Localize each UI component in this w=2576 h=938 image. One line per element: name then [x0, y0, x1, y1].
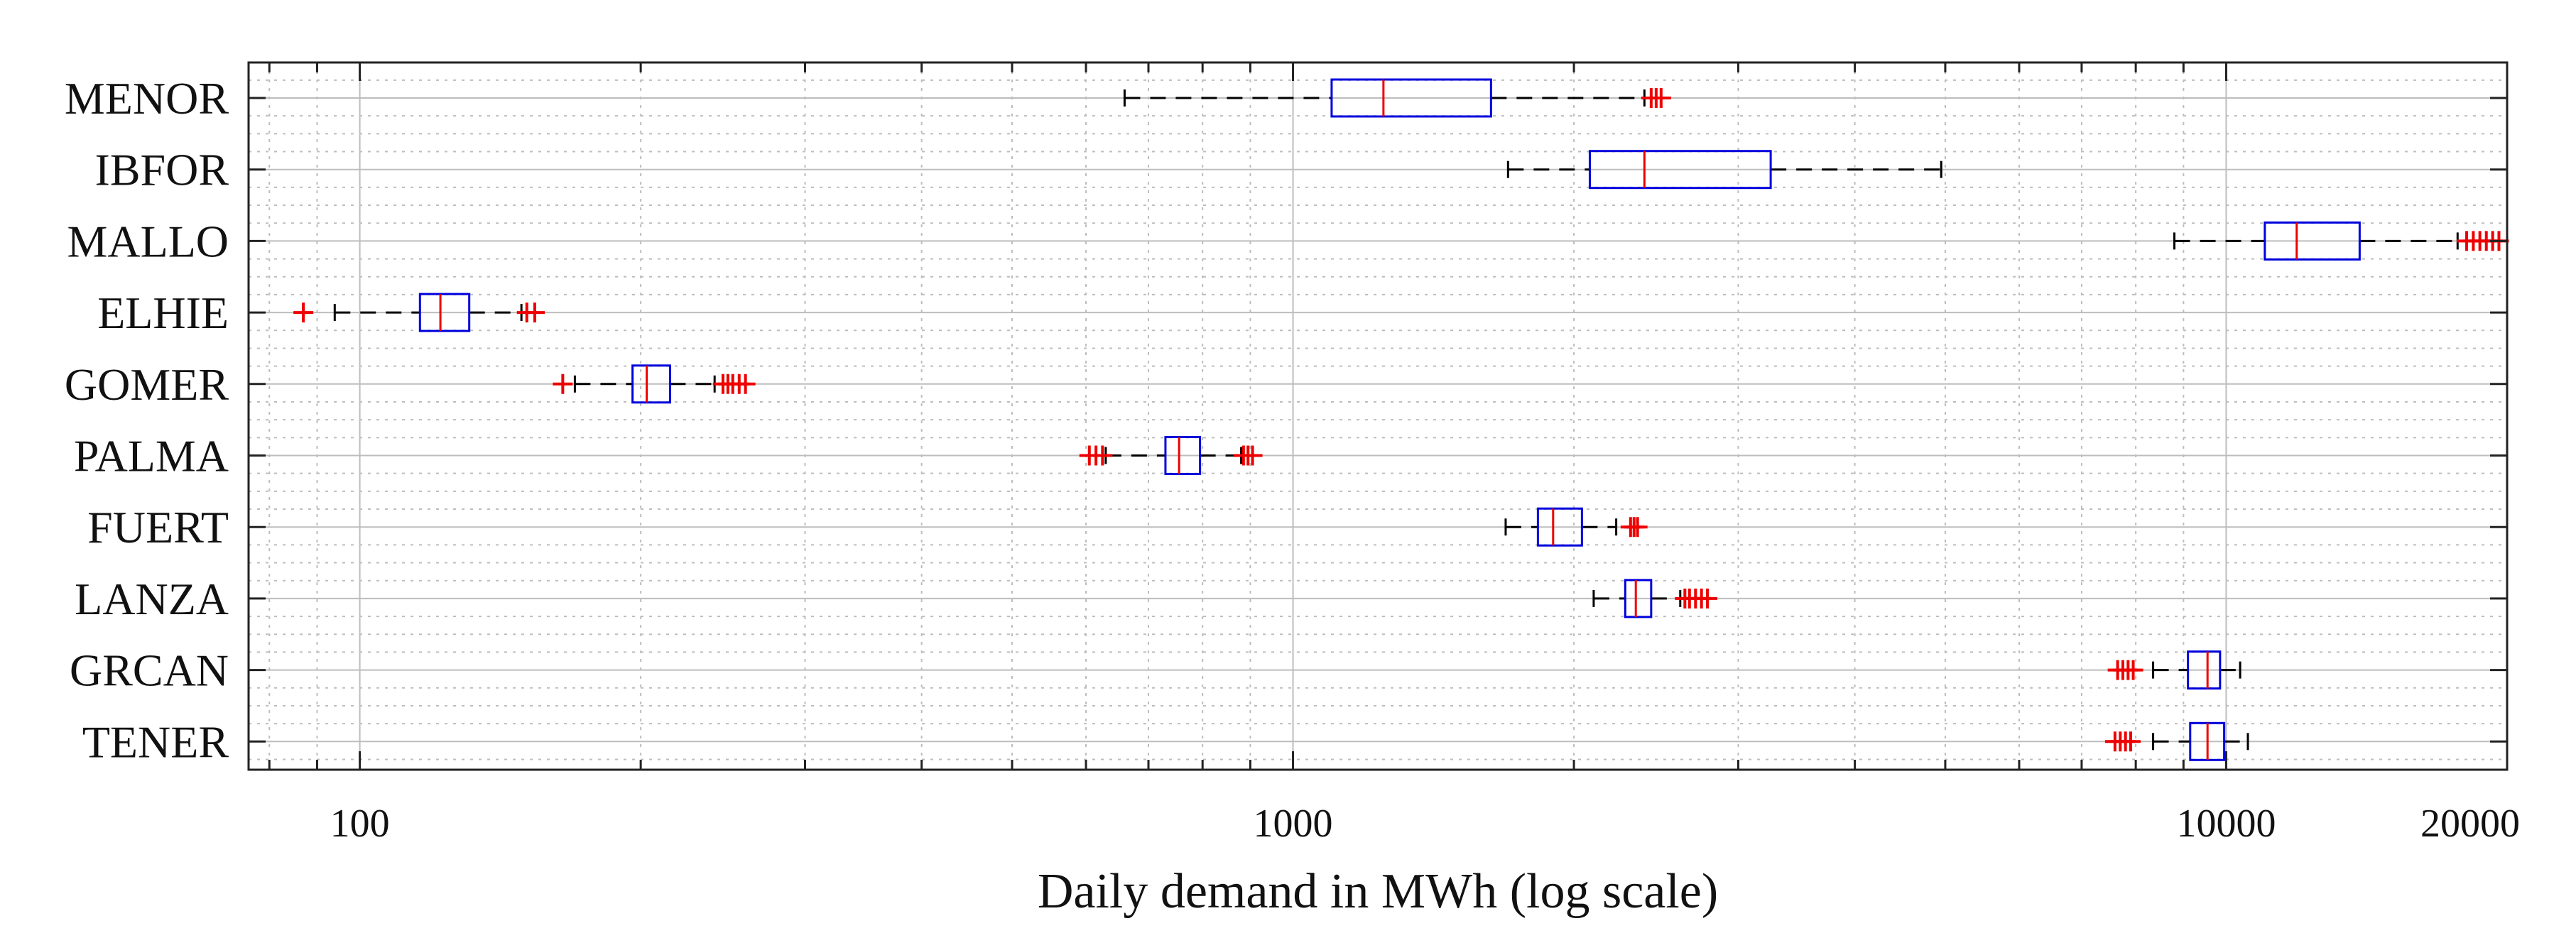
y-label-palma: PALMA — [74, 431, 229, 481]
x-axis-ticks: 100 1000 10000 20000 — [268, 62, 2520, 846]
outlier-point — [293, 302, 314, 323]
box-iqr — [2187, 650, 2222, 690]
box-fuert — [1504, 507, 1648, 547]
y-axis-labels: MENOR IBFOR MALLO ELHIE GOMER PALMA FUERT LANZA… — [65, 73, 229, 767]
x-axis-title: Daily demand in MWh (log scale) — [1038, 864, 1718, 919]
x-tick-label: 10000 — [2176, 802, 2276, 846]
outlier-point — [2123, 660, 2143, 680]
outlier-point — [1092, 445, 1113, 466]
y-label-mallo: MALLO — [67, 216, 229, 266]
box-iqr — [1330, 78, 1492, 118]
outlier-point — [735, 373, 756, 394]
x-tick-label: 100 — [330, 802, 390, 846]
box-series — [293, 78, 2509, 761]
y-label-ibfor: IBFOR — [95, 145, 229, 195]
x-tick-label: 20000 — [2420, 802, 2520, 846]
y-label-gomer: GOMER — [65, 359, 229, 410]
box-iqr — [1164, 436, 1202, 475]
grid-lines — [249, 62, 2507, 770]
outlier-point — [1242, 445, 1263, 466]
outlier-point — [553, 373, 573, 394]
box-tener — [2104, 721, 2249, 761]
x-tick-label: 1000 — [1254, 802, 1333, 846]
outlier-point — [2120, 731, 2141, 752]
box-iqr — [1588, 150, 1772, 190]
plot-frame — [247, 61, 2509, 771]
box-iqr — [418, 293, 471, 332]
y-label-tener: TENER — [82, 716, 229, 767]
y-label-grcan: GRCAN — [70, 645, 229, 696]
box-iqr — [631, 364, 671, 404]
y-label-menor: MENOR — [65, 73, 229, 124]
box-ibfor — [1506, 150, 1942, 190]
box-gomer — [553, 364, 756, 404]
axes — [247, 61, 2509, 771]
box-grcan — [2107, 650, 2241, 690]
box-palma — [1079, 436, 1263, 475]
outlier-point — [1697, 588, 1717, 609]
box-elhie — [293, 293, 545, 332]
y-label-fuert: FUERT — [87, 502, 229, 552]
box-lanza — [1592, 579, 1717, 618]
outlier-point — [1651, 88, 1671, 108]
outlier-point — [524, 302, 545, 323]
outlier-point — [1627, 517, 1648, 538]
box-iqr — [1536, 507, 1583, 547]
box-menor — [1123, 78, 1671, 118]
box-iqr — [1624, 579, 1653, 618]
y-label-elhie: ELHIE — [97, 288, 229, 338]
box-iqr — [2263, 221, 2361, 261]
y-label-lanza: LANZA — [75, 574, 229, 624]
